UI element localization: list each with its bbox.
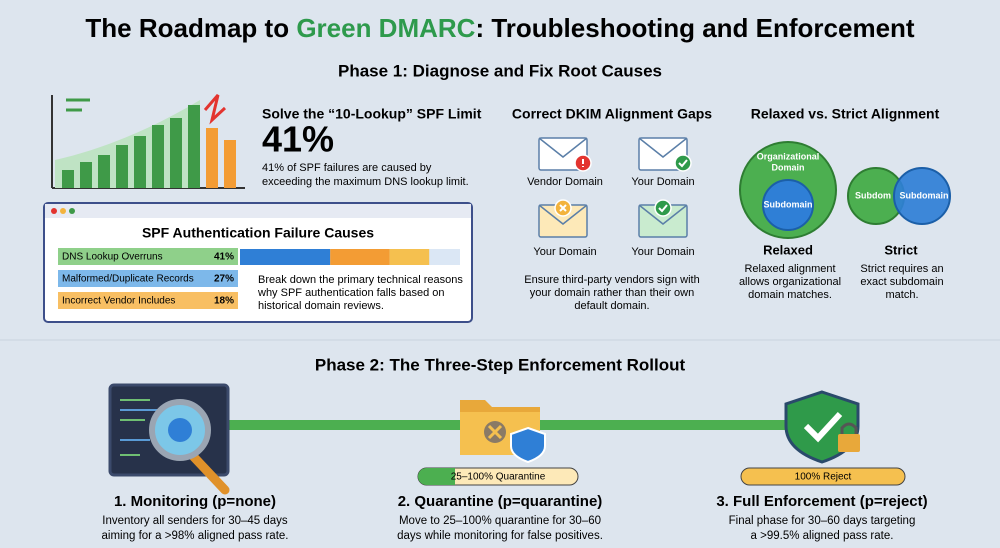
envelope-icon [638, 199, 688, 238]
section-heading: Relaxed vs. Strict Alignment [751, 106, 940, 122]
row-label-bg [58, 248, 238, 265]
step-desc: Final phase for 30–60 days targeting [729, 515, 916, 527]
envelope-label: Your Domain [631, 246, 694, 258]
pill-fill [418, 468, 455, 485]
row-value: 41% [214, 252, 234, 263]
step-desc: Inventory all senders for 30–45 days [102, 515, 288, 527]
step-title: 1. Monitoring (p=none) [114, 493, 276, 510]
envelope-flap [638, 137, 688, 158]
step-desc: Move to 25–100% quarantine for 30–60 [399, 515, 601, 527]
pill-label: 25–100% Quarantine [451, 472, 546, 483]
badge-mark [559, 204, 567, 212]
row-label: Incorrect Vendor Includes [62, 296, 175, 307]
desc: default domain. [574, 300, 649, 312]
desc: exact subdomain [860, 276, 943, 288]
badge-mark [678, 159, 688, 168]
badge [674, 154, 692, 172]
venn-label: Organizational [757, 151, 820, 161]
stat: 41% [262, 119, 334, 160]
pill [740, 467, 906, 486]
desc: historical domain reviews. [258, 300, 384, 312]
phase-heading: Phase 1: Diagnose and Fix Root Causes [338, 61, 662, 80]
title-part: The Roadmap to [85, 13, 296, 43]
venn-label: Subdom [855, 190, 891, 200]
row-label-bg [58, 292, 238, 309]
desc: Strict requires an [860, 263, 943, 275]
step-desc: aiming for a >98% aligned pass rate. [102, 530, 289, 542]
envelope-flap [538, 137, 588, 158]
envelope-label: Your Domain [631, 176, 694, 188]
step-title: 2. Quarantine (p=quarantine) [398, 493, 603, 510]
row-value: 27% [214, 274, 234, 285]
venn-title: Relaxed [763, 242, 813, 257]
desc: Break down the primary technical reasons [258, 274, 463, 286]
envelope-label: Your Domain [533, 246, 596, 258]
shield-icon [784, 390, 860, 464]
chart-illustration [51, 94, 245, 189]
title: The Roadmap to Green DMARC: Troubleshoot… [85, 13, 915, 43]
folder-icon [460, 400, 546, 464]
desc: your domain rather than their own [530, 287, 694, 299]
desc: domain matches. [748, 289, 832, 301]
desc: exceeding the maximum DNS lookup limit. [262, 176, 469, 188]
row-label-bg [58, 270, 238, 287]
venn-circle [762, 179, 814, 231]
panel-title: SPF Authentication Failure Causes [142, 225, 374, 241]
phase-heading: Phase 2: The Three-Step Enforcement Roll… [315, 355, 686, 374]
pill-label: 100% Reject [795, 472, 852, 483]
desc: allows organizational [739, 276, 841, 288]
title-part: Green DMARC [296, 13, 475, 43]
desc: why SPF authentication falls based on [257, 287, 445, 299]
venn-label: Subdomain [764, 199, 813, 209]
step-title: 3. Full Enforcement (p=reject) [716, 493, 927, 510]
venn-circle [893, 167, 951, 225]
section-heading: Correct DKIM Alignment Gaps [512, 106, 712, 122]
monitor-icon [108, 383, 230, 495]
envelope-flap [538, 204, 588, 225]
envelope-flap [638, 204, 688, 225]
envelope-icon [538, 199, 588, 238]
envelope-icon [538, 137, 592, 172]
badge-mark [658, 204, 668, 213]
envelope-icon [638, 137, 692, 172]
row-label: Malformed/Duplicate Records [62, 274, 194, 285]
bar-segment [240, 249, 331, 265]
desc: match. [885, 289, 918, 301]
step-desc: days while monitoring for false positive… [397, 530, 603, 542]
row-value: 18% [214, 296, 234, 307]
venn-label: Subdomain [900, 190, 949, 200]
step-desc: a >99.5% aligned pass rate. [751, 530, 894, 542]
venn-label: Domain [771, 162, 804, 172]
badge [654, 199, 672, 217]
desc: Ensure third-party vendors sign with [524, 274, 699, 286]
title-part: : Troubleshooting and Enforcement [475, 13, 914, 43]
desc: Relaxed alignment [744, 263, 835, 275]
bar-segment [330, 249, 390, 265]
section-heading: Solve the “10-Lookup” SPF Limit [262, 106, 482, 122]
venn-title: Strict [884, 242, 918, 257]
desc: 41% of SPF failures are caused by [262, 162, 432, 174]
row-label: DNS Lookup Overruns [62, 252, 163, 263]
envelope-label: Vendor Domain [527, 176, 603, 188]
bar-segment [389, 249, 430, 265]
